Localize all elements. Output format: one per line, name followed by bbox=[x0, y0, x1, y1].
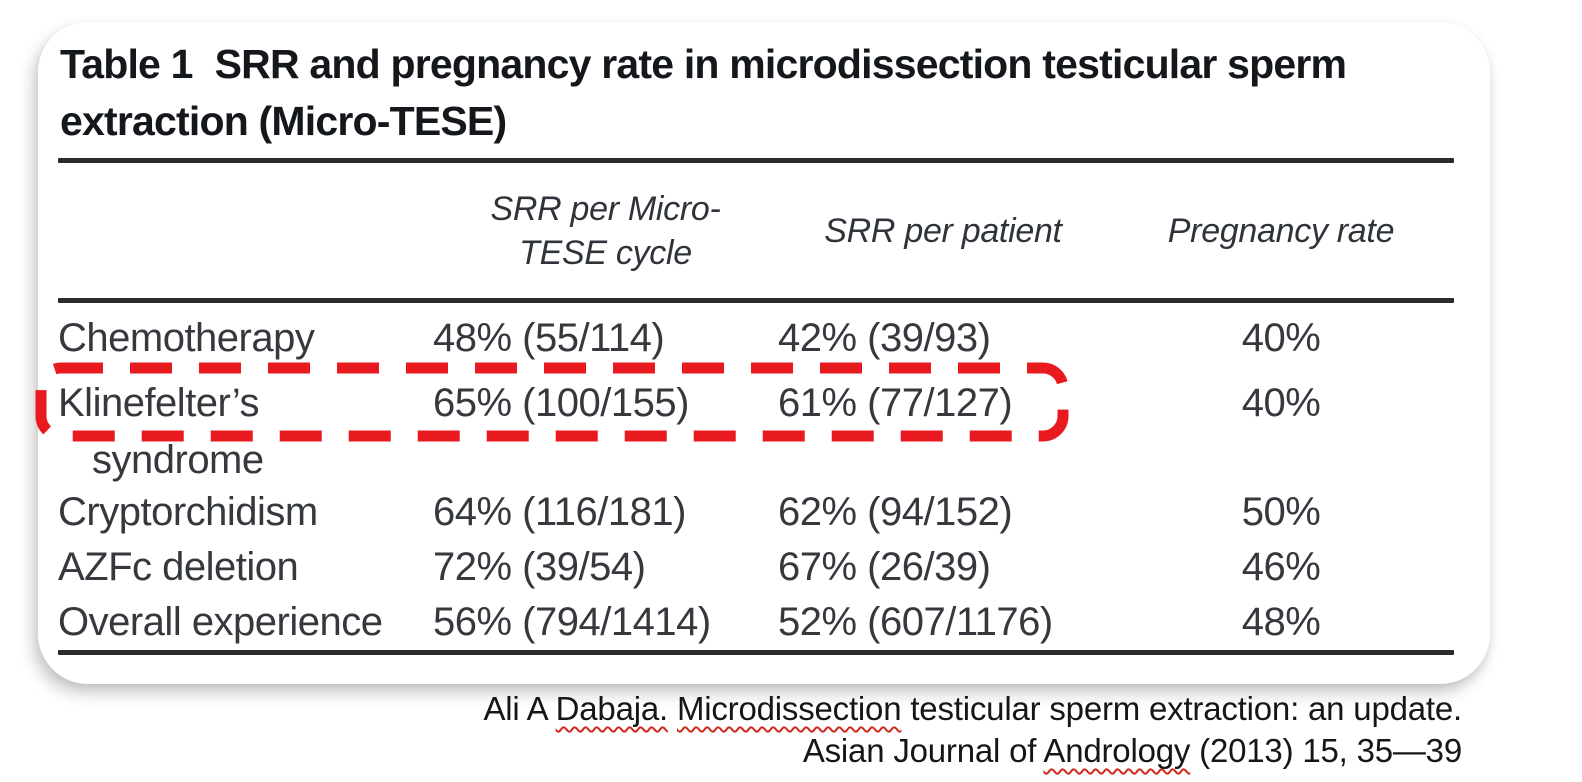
cell-condition: Klinefelter’s bbox=[58, 381, 260, 425]
cell-srr-per-patient: 61% (77/127) bbox=[778, 381, 1013, 425]
citation-line1: Ali A Dabaja. Microdissection testicular… bbox=[483, 688, 1462, 730]
cell-condition: Overall experience bbox=[58, 600, 383, 644]
table-row-klinefelters: Klinefelter’s 65% (100/155) 61% (77/127)… bbox=[58, 379, 1454, 427]
column-header-srr-per-patient: SRR per patient bbox=[824, 212, 1062, 250]
table-rule-bottom bbox=[58, 650, 1454, 655]
table-row-cryptorchidism: Cryptorchidism 64% (116/181) 62% (94/152… bbox=[58, 488, 1454, 536]
cell-pregnancy-rate: 40% bbox=[1241, 316, 1321, 360]
table-rule-top bbox=[58, 158, 1454, 163]
cell-pregnancy-rate: 40% bbox=[1241, 381, 1321, 425]
table-card: Table 1 SRR and pregnancy rate in microdi… bbox=[38, 22, 1490, 684]
misspelled-word: Dabaja. bbox=[555, 690, 669, 727]
cell-srr-per-cycle: 65% (100/155) bbox=[433, 381, 689, 425]
cell-condition: Chemotherapy bbox=[58, 316, 315, 360]
cell-condition-wrap: syndrome bbox=[92, 438, 264, 482]
citation-text: Asian Journal of bbox=[802, 732, 1044, 769]
citation-text: (2013) 15, 35—39 bbox=[1190, 732, 1462, 769]
cell-srr-per-patient: 62% (94/152) bbox=[778, 490, 1013, 534]
citation-text: Ali A bbox=[483, 690, 556, 727]
cell-condition: AZFc deletion bbox=[58, 545, 299, 589]
misspelled-word: Microdissection bbox=[676, 690, 902, 727]
citation-text bbox=[668, 690, 677, 727]
cell-srr-per-patient: 42% (39/93) bbox=[778, 316, 991, 360]
misspelled-word: Andrology bbox=[1043, 732, 1191, 769]
cell-srr-per-patient: 52% (607/1176) bbox=[778, 600, 1053, 644]
cell-pregnancy-rate: 48% bbox=[1241, 600, 1321, 644]
cell-srr-per-cycle: 64% (116/181) bbox=[433, 490, 686, 534]
citation-text: testicular sperm extraction: an update. bbox=[901, 690, 1462, 727]
table-row-chemotherapy: Chemotherapy 48% (55/114) 42% (39/93) 40… bbox=[58, 314, 1454, 362]
cell-srr-per-cycle: 56% (794/1414) bbox=[433, 600, 711, 644]
table-row-overall-experience: Overall experience 56% (794/1414) 52% (6… bbox=[58, 598, 1454, 646]
cell-srr-per-cycle: 72% (39/54) bbox=[433, 545, 646, 589]
table-header-row: SRR per Micro-TESE cycle SRR per patient… bbox=[58, 170, 1454, 292]
table-title: Table 1 SRR and pregnancy rate in microdi… bbox=[60, 36, 1460, 150]
cell-condition: Cryptorchidism bbox=[58, 490, 318, 534]
table-title-line2: extraction (Micro-TESE) bbox=[60, 98, 507, 144]
cell-pregnancy-rate: 46% bbox=[1241, 545, 1321, 589]
column-header-srr-per-cycle: SRR per Micro-TESE cycle bbox=[490, 190, 721, 272]
table-number: Table 1 bbox=[60, 41, 193, 87]
cell-pregnancy-rate: 50% bbox=[1241, 490, 1321, 534]
table-row-azfc-deletion: AZFc deletion 72% (39/54) 67% (26/39) 46… bbox=[58, 543, 1454, 591]
citation: Ali A Dabaja. Microdissection testicular… bbox=[483, 688, 1462, 772]
cell-srr-per-cycle: 48% (55/114) bbox=[433, 316, 665, 360]
cell-srr-per-patient: 67% (26/39) bbox=[778, 545, 991, 589]
table-rule-under-header bbox=[58, 298, 1454, 303]
column-header-pregnancy-rate: Pregnancy rate bbox=[1167, 212, 1395, 250]
table-row-klinefelters-wrap: syndrome bbox=[58, 436, 1454, 484]
table-title-text: SRR and pregnancy rate in microdissectio… bbox=[214, 41, 1347, 87]
table-title-line1: Table 1 SRR and pregnancy rate in microdi… bbox=[60, 36, 1460, 93]
citation-line2: Asian Journal of Andrology (2013) 15, 35… bbox=[483, 730, 1462, 772]
